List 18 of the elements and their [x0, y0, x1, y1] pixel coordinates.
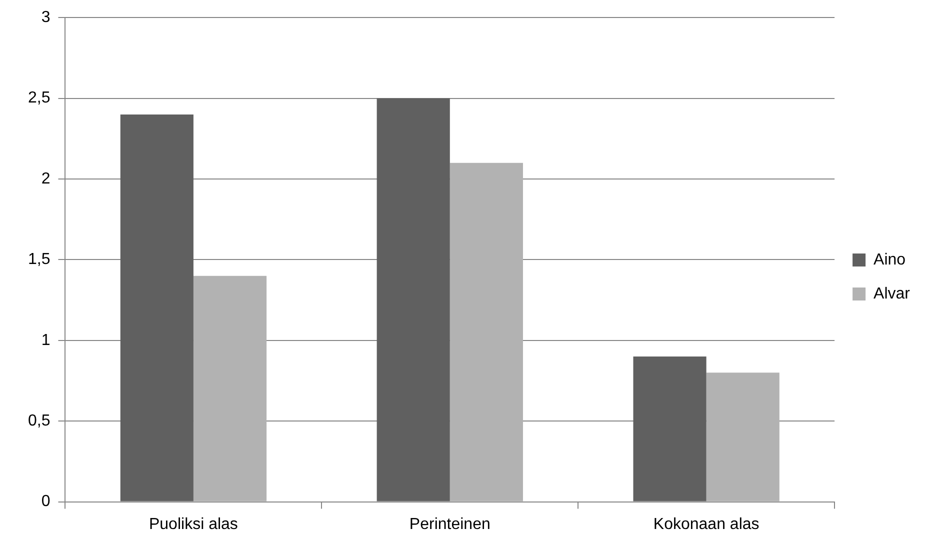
- y-tick-label: 0,5: [28, 412, 50, 430]
- legend-label: Alvar: [874, 285, 911, 302]
- y-tick-label: 2: [41, 170, 50, 188]
- bar: [633, 356, 706, 502]
- y-tick-label: 1: [41, 332, 50, 349]
- bar: [193, 276, 267, 502]
- y-tick-label: 3: [41, 9, 50, 26]
- x-tick-label: Perinteinen: [409, 516, 490, 533]
- y-tick-label: 0: [41, 493, 50, 510]
- bar: [706, 372, 780, 502]
- y-tick-label: 2,5: [28, 90, 50, 107]
- x-tick-label: Kokonaan alas: [653, 516, 760, 533]
- bar: [450, 162, 523, 502]
- x-tick-label: Puoliksi alas: [148, 516, 238, 533]
- legend-label: Aino: [874, 251, 906, 268]
- bar: [376, 98, 450, 502]
- bar: [120, 114, 194, 502]
- y-tick-label: 1,5: [28, 251, 50, 268]
